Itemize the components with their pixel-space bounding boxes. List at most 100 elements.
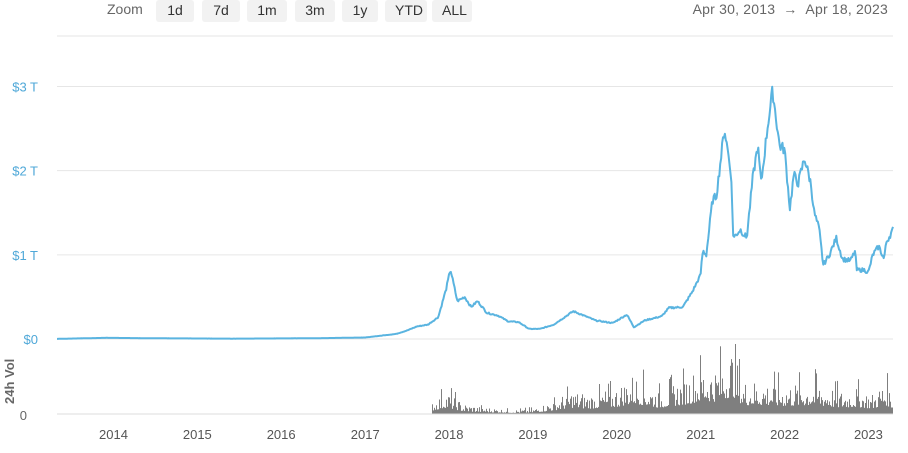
volume-bar <box>885 401 886 414</box>
volume-bar <box>548 407 549 414</box>
volume-bar <box>571 396 572 414</box>
volume-bar <box>866 396 867 414</box>
volume-bar <box>648 401 649 414</box>
volume-bar <box>822 400 823 414</box>
volume-bar <box>742 402 743 414</box>
range-start-date[interactable]: Apr 30, 2013 <box>692 1 776 17</box>
volume-bar <box>787 403 788 414</box>
zoom-ytd-button[interactable]: YTD <box>385 0 427 22</box>
volume-bar <box>458 402 459 414</box>
range-end-date[interactable]: Apr 18, 2023 <box>805 1 888 17</box>
volume-bar <box>572 407 573 414</box>
volume-bar <box>675 405 676 414</box>
volume-bar <box>486 408 487 414</box>
date-tick-label: 2014 <box>99 427 128 442</box>
volume-bar <box>488 412 489 414</box>
volume-bar <box>647 404 648 414</box>
volume-bar <box>551 410 552 414</box>
volume-bar <box>702 393 703 414</box>
volume-bar <box>463 409 464 414</box>
volume-bar <box>626 389 627 414</box>
volume-bar <box>765 395 766 414</box>
volume-bar <box>791 405 792 414</box>
date-tick-label: 2016 <box>267 427 296 442</box>
volume-bar <box>804 405 805 414</box>
volume-bar <box>576 402 577 414</box>
volume-bar <box>470 408 471 414</box>
date-tick-label: 2021 <box>686 427 715 442</box>
volume-bar <box>676 399 677 414</box>
volume-bar <box>525 407 526 414</box>
date-tick-label: 2017 <box>351 427 380 442</box>
volume-bar <box>693 375 694 414</box>
volume-bar <box>498 412 499 414</box>
volume-bar <box>836 403 837 414</box>
volume-bar <box>582 394 583 414</box>
volume-bar <box>747 405 748 414</box>
volume-bar <box>857 396 858 414</box>
volume-bar <box>778 372 779 414</box>
volume-bar <box>584 397 585 414</box>
volume-bar <box>864 407 865 414</box>
volume-bar <box>687 403 688 414</box>
volume-bar <box>699 400 700 414</box>
volume-bar <box>888 406 889 414</box>
volume-bar <box>655 396 656 414</box>
volume-bar <box>724 393 725 414</box>
volume-bar <box>464 410 465 414</box>
zoom-7d-button[interactable]: 7d <box>202 0 240 22</box>
volume-bar <box>545 411 546 414</box>
zoom-1y-button[interactable]: 1y <box>342 0 378 22</box>
volume-bar <box>660 407 661 414</box>
volume-bar <box>840 396 841 414</box>
volume-axis-label: 24h Vol <box>2 359 17 404</box>
zoom-1m-button[interactable]: 1m <box>247 0 287 22</box>
volume-bar <box>678 404 679 414</box>
volume-bar <box>643 369 644 414</box>
volume-bar <box>719 395 720 414</box>
volume-bar <box>716 383 717 414</box>
volume-bar <box>521 411 522 414</box>
volume-bar <box>734 397 735 414</box>
volume-bar <box>682 404 683 414</box>
volume-bar <box>539 411 540 414</box>
volume-bar <box>841 393 842 414</box>
volume-bar <box>475 411 476 414</box>
volume-bar <box>809 401 810 414</box>
volume-bar <box>580 401 581 414</box>
volume-bar <box>594 401 595 414</box>
zoom-all-button[interactable]: ALL <box>432 0 472 22</box>
volume-bar <box>454 398 455 414</box>
volume-bar <box>480 411 481 414</box>
volume-bar <box>504 412 505 414</box>
volume-bar <box>669 379 670 414</box>
volume-bar <box>873 407 874 414</box>
volume-bar <box>744 398 745 414</box>
volume-zero-tick: 0 <box>20 408 27 423</box>
volume-bar <box>751 403 752 414</box>
volume-bar <box>715 375 716 414</box>
volume-bar <box>870 402 871 414</box>
date-axis-labels: 2014 2015 2016 2017 2018 2019 2020 2021 2022 2023 <box>99 427 883 442</box>
volume-bar <box>625 402 626 414</box>
volume-bar <box>795 385 796 414</box>
volume-bar <box>808 405 809 414</box>
zoom-1d-button[interactable]: 1d <box>156 0 194 22</box>
volume-bar <box>659 383 660 414</box>
volume-bar <box>723 391 724 414</box>
volume-bar <box>593 408 594 414</box>
volume-bar <box>590 408 591 414</box>
volume-bar <box>459 402 460 414</box>
volume-bar <box>589 400 590 414</box>
volume-bar <box>633 402 634 414</box>
volume-bar <box>493 412 494 414</box>
volume-bar <box>649 404 650 414</box>
volume-bar <box>496 410 497 414</box>
volume-bar <box>516 410 517 414</box>
zoom-3m-button[interactable]: 3m <box>295 0 335 22</box>
volume-bar <box>726 389 727 414</box>
volume-bar <box>563 405 564 414</box>
volume-bar <box>616 393 617 414</box>
volume-bar <box>634 401 635 414</box>
volume-bar <box>570 398 571 414</box>
